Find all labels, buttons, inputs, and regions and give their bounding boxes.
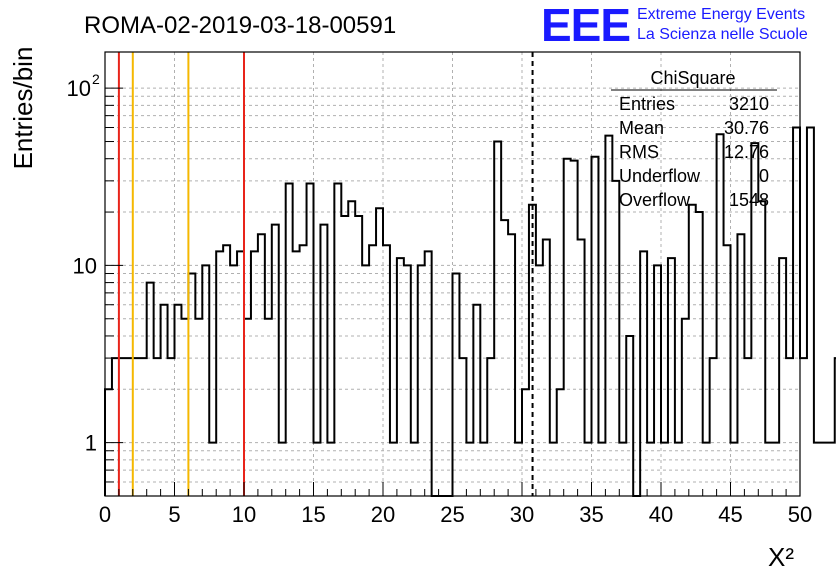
- y-tick-label-text: 10: [73, 253, 97, 278]
- stats-value: 12.76: [724, 142, 769, 162]
- logo-line-1: Extreme Energy Events: [637, 6, 805, 23]
- stats-value: 30.76: [724, 118, 769, 138]
- eee-logo-mark: EEE: [541, 0, 630, 51]
- y-tick-label: 10: [73, 253, 97, 278]
- stats-value: 0: [759, 166, 769, 186]
- y-tick-label-base: 10: [67, 76, 91, 101]
- stats-label: Entries: [619, 94, 675, 114]
- histogram-bins: [104, 126, 836, 497]
- y-tick-label-exponent: 2: [92, 71, 100, 87]
- x-tick-label: 40: [649, 502, 673, 527]
- stats-title: ChiSquare: [650, 68, 735, 88]
- x-tick-label: 30: [510, 502, 534, 527]
- x-axis-label: X²: [768, 542, 794, 572]
- y-axis-label: Entries/bin: [8, 47, 38, 170]
- y-tick-label-text: 1: [85, 431, 97, 456]
- reference-lines: [117, 52, 534, 496]
- x-tick-label: 20: [371, 502, 395, 527]
- x-tick-label: 35: [579, 502, 603, 527]
- histogram-series: [104, 126, 836, 497]
- logo-line-2: La Scienza nelle Scuole: [637, 26, 808, 43]
- y-tick-label: 10 2: [67, 71, 100, 101]
- y-tick-label: 1: [85, 431, 97, 456]
- stats-label: Overflow: [619, 190, 691, 210]
- x-tick-label: 15: [301, 502, 325, 527]
- stats-value: 1548: [729, 190, 769, 210]
- x-tick-label: 10: [232, 502, 256, 527]
- x-tick-label: 50: [788, 502, 812, 527]
- x-tick-label: 0: [99, 502, 111, 527]
- stats-value: 3210: [729, 94, 769, 114]
- x-tick-label: 25: [440, 502, 464, 527]
- chart-title: ROMA-02-2019-03-18-00591: [84, 12, 396, 39]
- stats-box: ChiSquare Entries 3210 Mean 30.76 RMS 12.76 Un…: [611, 68, 777, 210]
- x-tick-label: 5: [168, 502, 180, 527]
- x-axis-label-text: X²: [768, 542, 794, 572]
- eee-logo: EEE Extreme Energy Events La Scienza nel…: [541, 0, 808, 51]
- x-tick-label: 45: [718, 502, 742, 527]
- stats-label: Underflow: [619, 166, 701, 186]
- stats-label: Mean: [619, 118, 664, 138]
- stats-label: RMS: [619, 142, 659, 162]
